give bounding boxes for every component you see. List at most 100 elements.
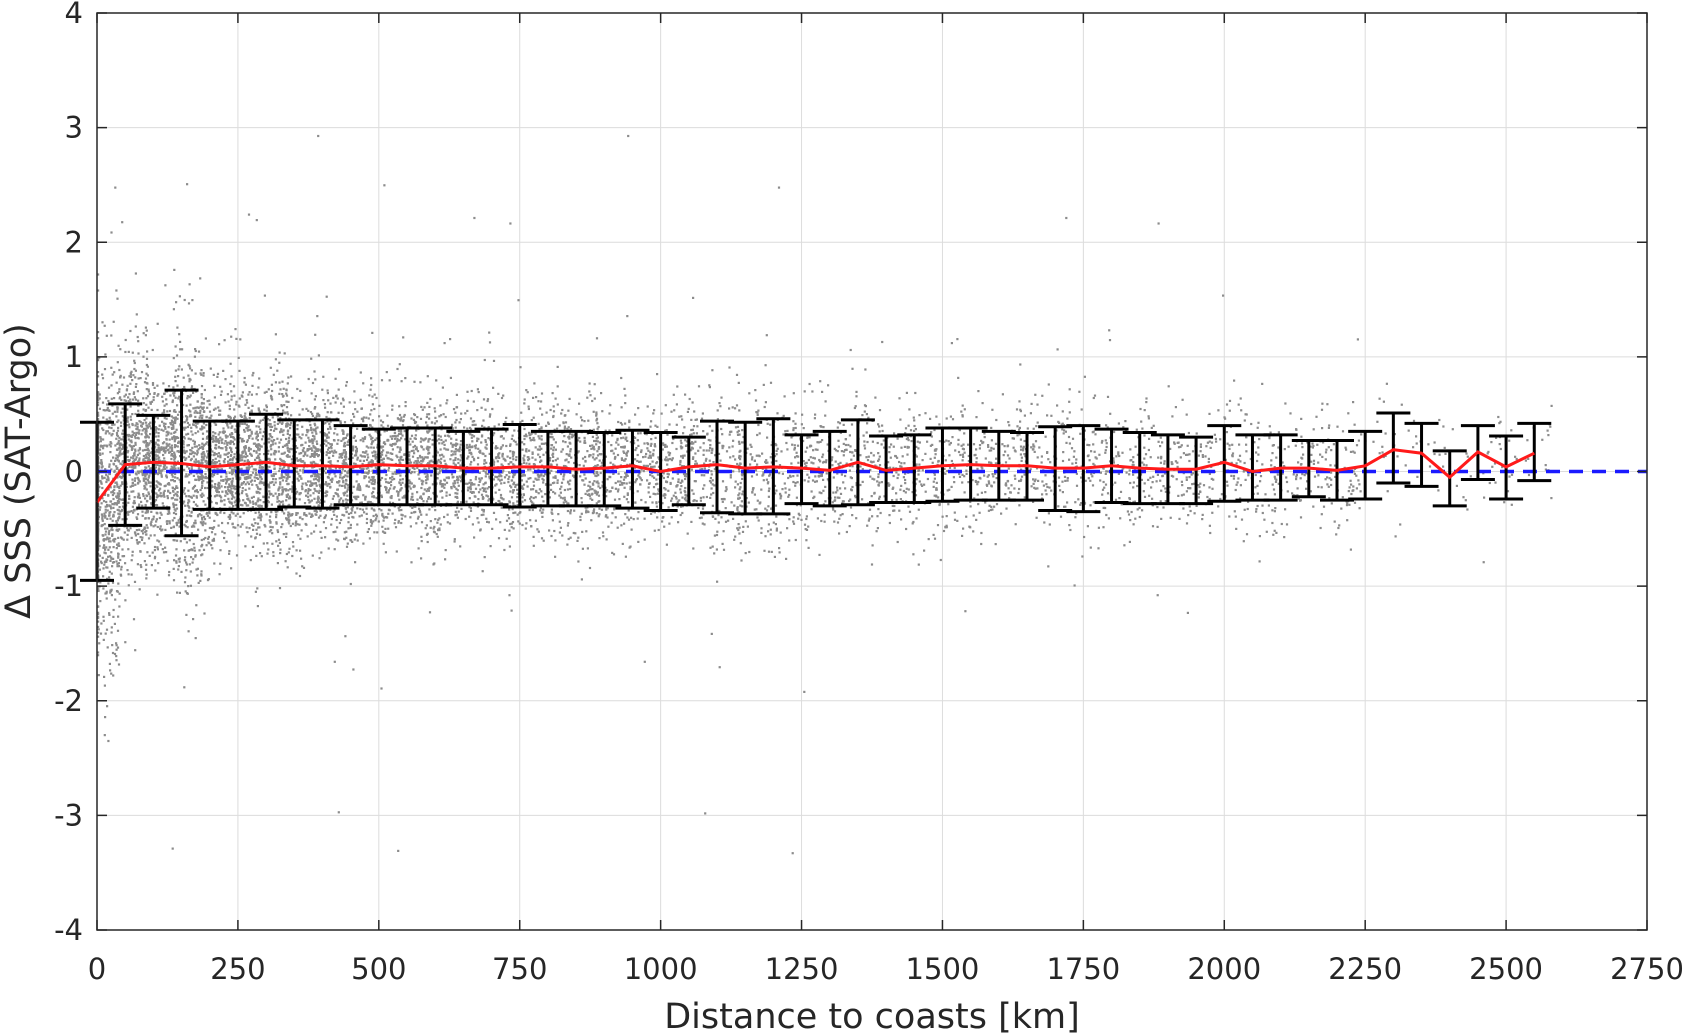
scatter-point	[122, 452, 125, 455]
scatter-point	[229, 435, 233, 438]
scatter-point	[373, 407, 376, 411]
scatter-point	[173, 409, 176, 412]
scatter-point	[329, 478, 332, 481]
scatter-point	[172, 525, 175, 528]
scatter-point	[413, 421, 417, 425]
scatter-point	[456, 500, 459, 503]
scatter-point	[326, 411, 329, 414]
scatter-point	[305, 494, 308, 497]
scatter-point	[304, 441, 307, 444]
scatter-point	[98, 465, 101, 468]
scatter-point	[281, 510, 284, 513]
scatter-point	[399, 446, 402, 449]
scatter-point	[401, 496, 404, 499]
scatter-point	[149, 495, 152, 498]
scatter-point	[279, 416, 282, 420]
scatter-point	[177, 441, 180, 444]
scatter-point	[215, 453, 218, 456]
scatter-point	[398, 439, 401, 442]
scatter-point	[197, 448, 200, 451]
scatter-point	[119, 376, 122, 379]
scatter-point	[159, 543, 162, 546]
scatter-point	[203, 455, 206, 458]
scatter-point	[258, 482, 261, 485]
scatter-point	[255, 425, 258, 428]
scatter-point	[296, 512, 299, 515]
scatter-point	[134, 272, 137, 275]
scatter-point	[382, 449, 385, 452]
scatter-point	[316, 448, 320, 451]
scatter-point	[108, 570, 111, 573]
scatter-point	[167, 482, 170, 485]
scatter-point	[360, 514, 363, 517]
scatter-point	[185, 495, 188, 498]
scatter-point	[385, 473, 388, 477]
scatter-point	[210, 436, 213, 439]
scatter-point	[194, 349, 197, 353]
scatter-point	[270, 397, 273, 400]
scatter-point	[354, 511, 357, 514]
scatter-point	[329, 420, 332, 423]
scatter-point	[122, 475, 125, 478]
scatter-point	[118, 451, 122, 454]
scatter-point	[99, 453, 102, 456]
scatter-point	[382, 441, 385, 444]
scatter-point	[226, 522, 230, 525]
scatter-point	[437, 500, 440, 503]
scatter-point	[425, 421, 428, 424]
scatter-point	[247, 447, 250, 450]
scatter-point	[344, 451, 347, 454]
scatter-point	[200, 445, 204, 448]
scatter-point	[271, 440, 274, 443]
scatter-point	[448, 493, 451, 496]
scatter-point	[471, 446, 474, 449]
scatter-point	[224, 478, 227, 481]
scatter-point	[188, 283, 191, 286]
scatter-point	[306, 454, 309, 457]
scatter-point	[145, 363, 148, 367]
scatter-point	[130, 445, 134, 448]
scatter-point	[276, 530, 280, 534]
scatter-point	[155, 518, 158, 521]
scatter-point	[122, 432, 125, 435]
scatter-point	[416, 517, 420, 520]
scatter-point	[206, 455, 209, 458]
scatter-point	[352, 516, 355, 519]
scatter-point	[190, 467, 193, 471]
scatter-point	[98, 448, 102, 451]
scatter-point	[175, 560, 178, 563]
scatter-point	[283, 488, 286, 491]
scatter-point	[226, 435, 229, 438]
scatter-point	[194, 637, 197, 640]
scatter-point	[126, 419, 129, 423]
scatter-point	[356, 539, 359, 542]
scatter-point	[392, 487, 395, 490]
scatter-point	[110, 588, 113, 591]
scatter-point	[149, 421, 152, 424]
scatter-point	[101, 475, 104, 478]
scatter-point	[419, 511, 422, 514]
scatter-point	[185, 541, 188, 544]
scatter-point	[174, 498, 177, 501]
scatter-point	[313, 455, 316, 458]
scatter-point	[310, 392, 313, 395]
scatter-point	[222, 431, 225, 435]
scatter-point	[229, 454, 232, 457]
scatter-point	[365, 512, 368, 515]
scatter-point	[274, 510, 277, 513]
scatter-point	[258, 466, 261, 469]
scatter-point	[155, 520, 158, 523]
scatter-point	[201, 481, 204, 484]
scatter-point	[350, 539, 353, 542]
scatter-point	[116, 459, 119, 462]
scatter-point	[187, 509, 190, 512]
scatter-point	[183, 437, 186, 440]
scatter-point	[149, 402, 152, 405]
scatter-point	[315, 427, 318, 430]
scatter-point	[248, 487, 251, 490]
scatter-point	[217, 481, 220, 484]
scatter-point	[102, 447, 105, 450]
scatter-point	[118, 397, 121, 400]
scatter-point	[169, 491, 172, 495]
scatter-point	[173, 494, 176, 497]
